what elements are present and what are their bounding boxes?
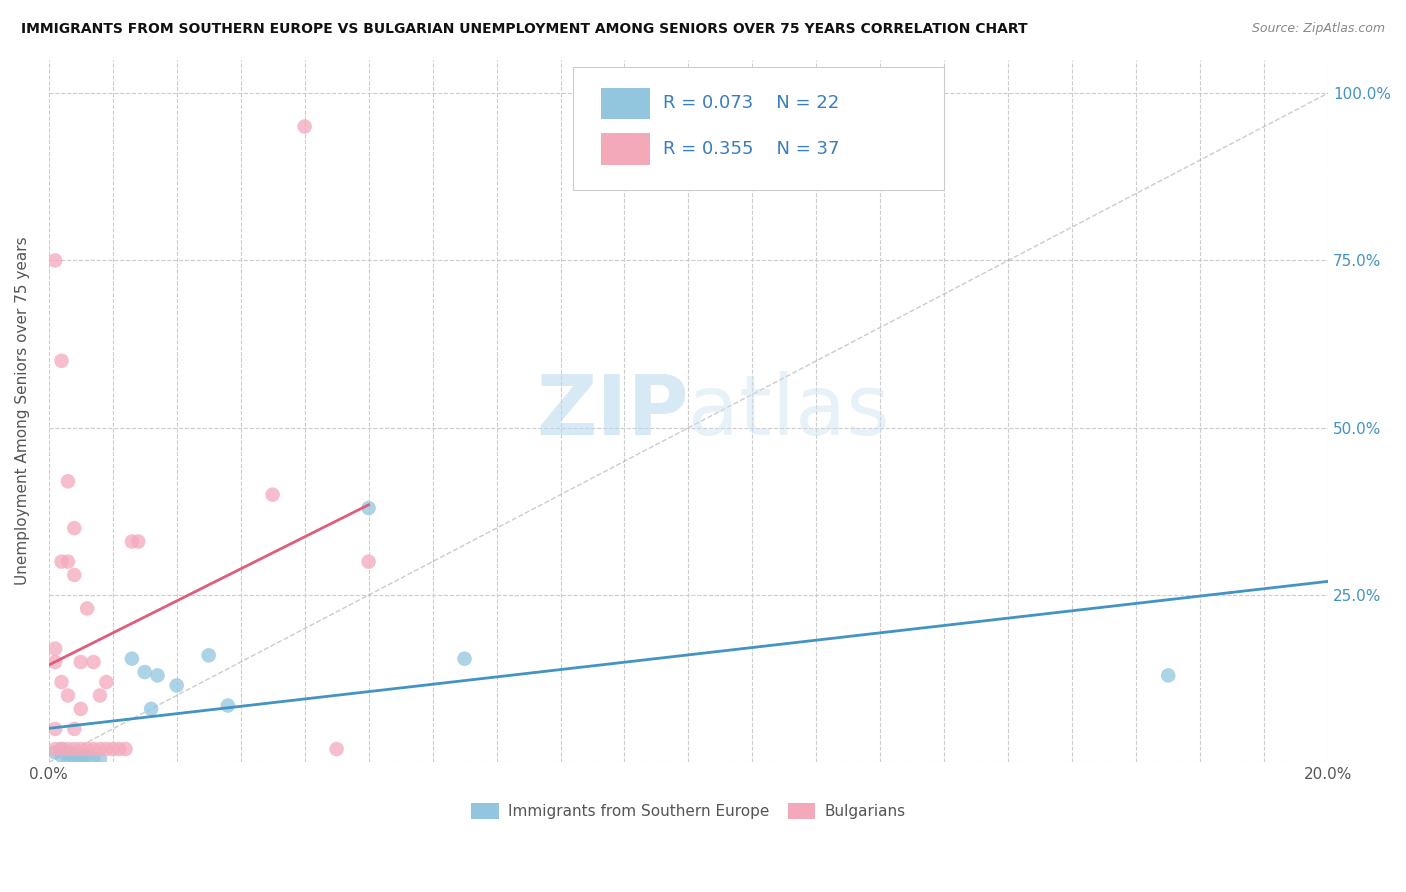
- Point: [44, 742, 66, 756]
- Point: [44, 253, 66, 268]
- Point: [146, 668, 169, 682]
- Point: [217, 698, 239, 713]
- Point: [134, 665, 156, 679]
- Point: [63, 752, 86, 766]
- Text: IMMIGRANTS FROM SOUTHERN EUROPE VS BULGARIAN UNEMPLOYMENT AMONG SENIORS OVER 75 : IMMIGRANTS FROM SOUTHERN EUROPE VS BULGA…: [21, 22, 1028, 37]
- Legend: Immigrants from Southern Europe, Bulgarians: Immigrants from Southern Europe, Bulgari…: [465, 797, 911, 825]
- Text: R = 0.355    N = 37: R = 0.355 N = 37: [662, 140, 839, 158]
- Point: [69, 748, 91, 763]
- Point: [96, 675, 118, 690]
- Point: [108, 742, 131, 756]
- Point: [63, 742, 86, 756]
- Point: [127, 534, 149, 549]
- Point: [44, 745, 66, 759]
- Point: [56, 555, 79, 569]
- Point: [83, 742, 105, 756]
- Point: [89, 689, 111, 703]
- Text: ZIP: ZIP: [536, 370, 689, 451]
- Text: R = 0.073    N = 22: R = 0.073 N = 22: [662, 95, 839, 112]
- Point: [63, 748, 86, 763]
- Text: Source: ZipAtlas.com: Source: ZipAtlas.com: [1251, 22, 1385, 36]
- Point: [83, 655, 105, 669]
- Point: [51, 675, 73, 690]
- Point: [76, 742, 98, 756]
- Point: [357, 501, 380, 516]
- Point: [63, 722, 86, 736]
- Point: [56, 475, 79, 489]
- Point: [63, 521, 86, 535]
- Point: [51, 555, 73, 569]
- FancyBboxPatch shape: [602, 87, 650, 120]
- Point: [69, 752, 91, 766]
- Point: [139, 702, 162, 716]
- Point: [69, 742, 91, 756]
- Point: [56, 745, 79, 759]
- Point: [69, 655, 91, 669]
- Point: [56, 742, 79, 756]
- Point: [56, 752, 79, 766]
- Text: atlas: atlas: [689, 370, 890, 451]
- Point: [96, 742, 118, 756]
- Point: [63, 568, 86, 582]
- Point: [325, 742, 347, 756]
- Point: [44, 655, 66, 669]
- Point: [262, 488, 284, 502]
- Point: [51, 742, 73, 756]
- Point: [197, 648, 219, 663]
- Point: [69, 702, 91, 716]
- Point: [89, 742, 111, 756]
- Point: [56, 689, 79, 703]
- FancyBboxPatch shape: [574, 67, 945, 190]
- FancyBboxPatch shape: [602, 134, 650, 165]
- Point: [89, 752, 111, 766]
- Point: [357, 555, 380, 569]
- Point: [114, 742, 136, 756]
- Point: [294, 120, 316, 134]
- Point: [101, 742, 124, 756]
- Y-axis label: Unemployment Among Seniors over 75 years: Unemployment Among Seniors over 75 years: [15, 236, 30, 585]
- Point: [44, 722, 66, 736]
- Point: [121, 534, 143, 549]
- Point: [76, 601, 98, 615]
- Point: [1157, 668, 1180, 682]
- Point: [76, 748, 98, 763]
- Point: [51, 354, 73, 368]
- Point: [51, 742, 73, 756]
- Point: [51, 748, 73, 763]
- Point: [121, 651, 143, 665]
- Point: [453, 651, 475, 665]
- Point: [166, 678, 188, 692]
- Point: [83, 752, 105, 766]
- Point: [44, 641, 66, 656]
